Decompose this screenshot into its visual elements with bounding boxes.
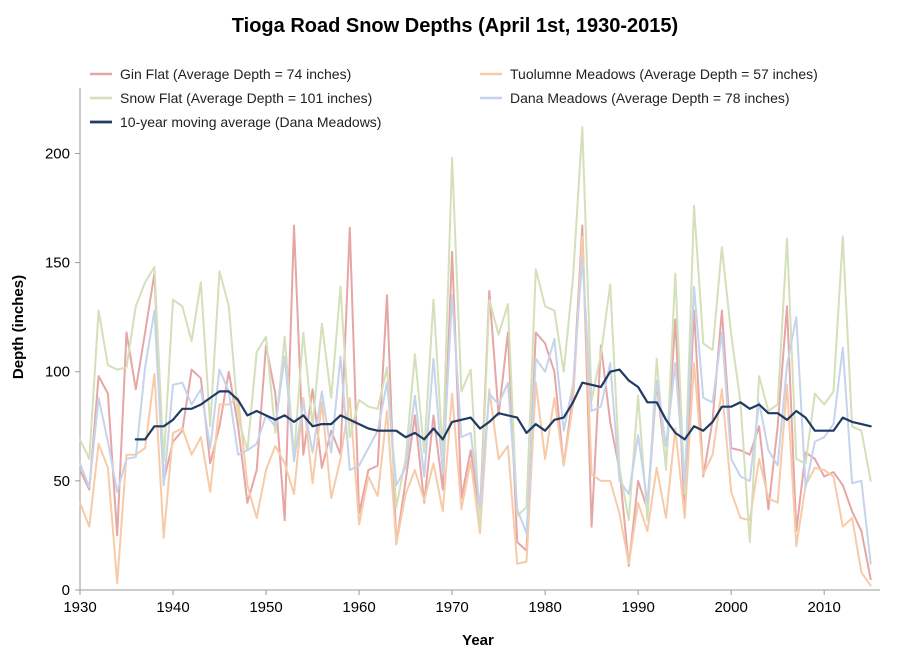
x-tick-label: 2000	[714, 599, 747, 616]
legend-label: Tuolumne Meadows (Average Depth = 57 inc…	[510, 66, 818, 82]
series-line-1	[79, 235, 872, 587]
y-tick-label: 150	[45, 255, 70, 272]
series-line-4	[134, 368, 872, 441]
x-tick-label: 1930	[63, 599, 96, 616]
series-line-3	[79, 257, 872, 565]
x-tick-label: 1980	[528, 599, 561, 616]
y-axis-title: Depth (inches)	[10, 275, 27, 379]
y-tick-label: 50	[53, 473, 70, 490]
x-tick-label: 1960	[342, 599, 375, 616]
x-axis-title: Year	[462, 632, 494, 649]
x-tick-label: 1940	[156, 599, 189, 616]
legend-label: Dana Meadows (Average Depth = 78 inches)	[510, 90, 790, 106]
y-tick-label: 200	[45, 145, 70, 162]
series-line-0	[79, 224, 872, 581]
legend-label: Snow Flat (Average Depth = 101 inches)	[120, 90, 372, 106]
y-tick-label: 100	[45, 364, 70, 381]
x-tick-label: 1990	[621, 599, 654, 616]
series-lines	[79, 126, 872, 587]
y-tick-label: 0	[62, 582, 70, 599]
x-tick-label: 1970	[435, 599, 468, 616]
legend-label: 10-year moving average (Dana Meadows)	[120, 114, 381, 130]
y-axis-ticks: 0 50 100 150 200	[45, 145, 80, 599]
legend: Gin Flat (Average Depth = 74 inches) Tuol…	[90, 66, 818, 130]
series-line-2	[79, 126, 872, 543]
chart-title: Tioga Road Snow Depths (April 1st, 1930-…	[232, 15, 678, 37]
x-tick-label: 2010	[807, 599, 840, 616]
x-tick-label: 1950	[249, 599, 282, 616]
x-axis-ticks: 1930 1940 1950 1960 1970 1980 1990 2000 2010	[63, 590, 841, 616]
legend-label: Gin Flat (Average Depth = 74 inches)	[120, 66, 351, 82]
plot-area: 1930 1940 1950 1960 1970 1980 1990 2000 2010 0 50…	[45, 88, 880, 616]
